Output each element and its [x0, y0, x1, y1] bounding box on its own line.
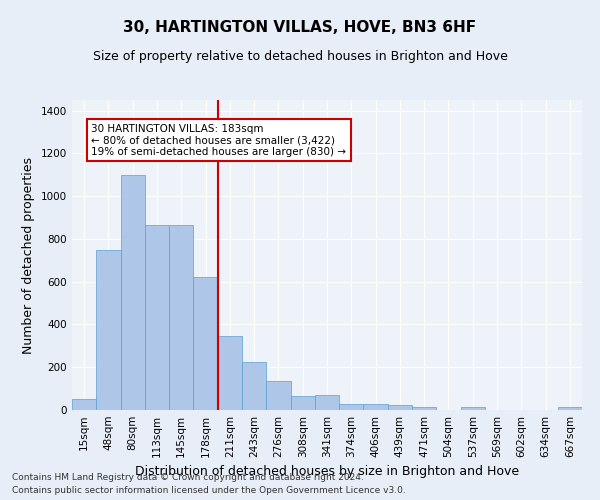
Bar: [218, 336, 242, 410]
Bar: [145, 225, 169, 410]
Text: Contains public sector information licensed under the Open Government Licence v3: Contains public sector information licen…: [12, 486, 406, 495]
X-axis label: Distribution of detached houses by size in Brighton and Hove: Distribution of detached houses by size …: [135, 466, 519, 478]
Bar: [169, 225, 193, 410]
Text: Contains HM Land Registry data © Crown copyright and database right 2024.: Contains HM Land Registry data © Crown c…: [12, 474, 364, 482]
Text: 30, HARTINGTON VILLAS, HOVE, BN3 6HF: 30, HARTINGTON VILLAS, HOVE, BN3 6HF: [124, 20, 476, 35]
Bar: [96, 250, 121, 410]
Bar: [558, 408, 582, 410]
Bar: [193, 278, 218, 410]
Bar: [364, 404, 388, 410]
Bar: [315, 395, 339, 410]
Text: Size of property relative to detached houses in Brighton and Hove: Size of property relative to detached ho…: [92, 50, 508, 63]
Bar: [412, 407, 436, 410]
Bar: [461, 408, 485, 410]
Bar: [388, 406, 412, 410]
Y-axis label: Number of detached properties: Number of detached properties: [22, 156, 35, 354]
Bar: [266, 381, 290, 410]
Bar: [242, 362, 266, 410]
Bar: [290, 396, 315, 410]
Bar: [339, 404, 364, 410]
Text: 30 HARTINGTON VILLAS: 183sqm
← 80% of detached houses are smaller (3,422)
19% of: 30 HARTINGTON VILLAS: 183sqm ← 80% of de…: [91, 124, 346, 156]
Bar: [121, 175, 145, 410]
Bar: [72, 400, 96, 410]
